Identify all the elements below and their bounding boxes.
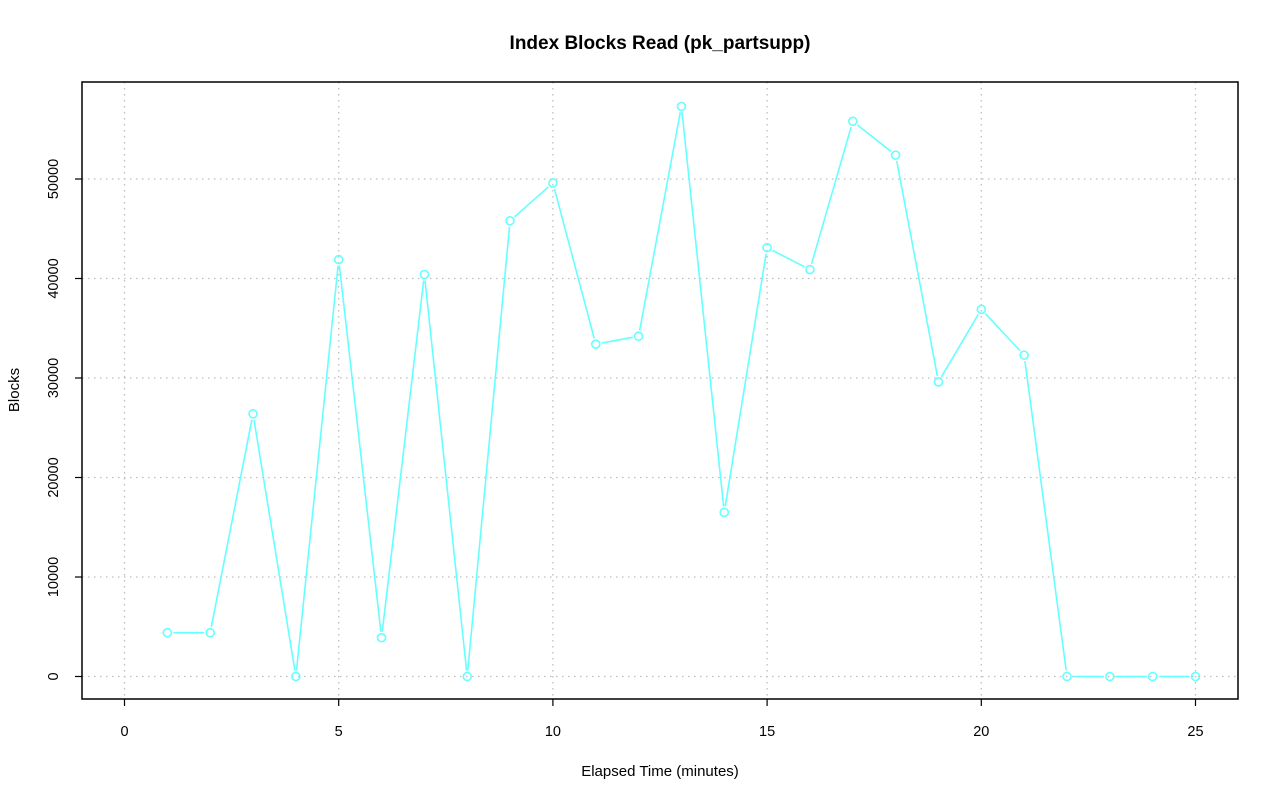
data-point	[847, 116, 858, 127]
series-segment	[772, 249, 805, 268]
y-tick-label: 30000	[46, 358, 62, 398]
data-point	[205, 627, 215, 638]
data-point	[1190, 671, 1201, 682]
data-point	[633, 331, 644, 342]
x-tick-label: 10	[545, 724, 561, 740]
series-segment	[295, 265, 339, 671]
x-tick-label: 20	[973, 724, 989, 740]
data-point	[333, 254, 344, 265]
data-point	[291, 671, 301, 682]
data-point	[890, 150, 901, 160]
data-point	[1062, 671, 1072, 682]
series-segment	[553, 188, 595, 339]
series-segment	[984, 313, 1021, 352]
series-segment	[253, 419, 296, 671]
series-segment	[381, 280, 425, 632]
axes: 0 5 10 15 20 25 0 10000 20000 30000 40000 50000	[46, 159, 1204, 740]
y-tick-label: 0	[46, 672, 62, 680]
data-point	[762, 242, 772, 253]
data-point	[1147, 671, 1158, 682]
data-point	[590, 339, 601, 349]
data-point	[676, 101, 687, 112]
series-segment	[856, 124, 892, 153]
x-tick-label: 0	[120, 724, 128, 740]
y-tick-label: 20000	[46, 457, 62, 497]
data-point	[419, 269, 430, 280]
series-segment	[338, 265, 382, 632]
y-tick-label: 40000	[46, 258, 62, 298]
y-axis-label: Blocks	[6, 368, 23, 412]
series-segment	[466, 226, 511, 671]
x-axis-label: Elapsed Time (minutes)	[581, 763, 739, 780]
series-segment	[895, 160, 939, 377]
data-point	[1019, 350, 1029, 360]
data-point	[376, 632, 387, 643]
data-point	[548, 178, 558, 188]
series-segment	[1024, 360, 1067, 671]
data-point	[805, 264, 815, 275]
y-tick-label: 50000	[46, 159, 62, 199]
y-tick-label: 10000	[46, 557, 62, 597]
x-tick-label: 5	[335, 724, 343, 740]
series-segment	[210, 419, 253, 627]
data-point	[1105, 671, 1115, 682]
data-point	[248, 409, 258, 419]
grid	[82, 82, 1238, 699]
series-layer	[162, 101, 1201, 682]
chart-title: Index Blocks Read (pk_partsupp)	[510, 33, 811, 54]
data-point	[462, 671, 473, 682]
plot-frame	[81, 81, 1239, 700]
series-segment	[638, 112, 682, 331]
series-segment	[424, 280, 468, 671]
data-point	[162, 627, 173, 638]
series-segment	[681, 112, 725, 507]
x-tick-label: 15	[759, 724, 775, 740]
data-point	[719, 507, 730, 518]
data-point	[933, 377, 944, 387]
series-segment	[724, 253, 767, 507]
series-segment	[940, 314, 979, 378]
series-segment	[514, 186, 549, 218]
data-point	[505, 215, 515, 226]
series-segment	[601, 336, 633, 344]
x-tick-label: 25	[1187, 724, 1203, 740]
data-point	[976, 304, 987, 315]
series-segment	[810, 126, 852, 265]
